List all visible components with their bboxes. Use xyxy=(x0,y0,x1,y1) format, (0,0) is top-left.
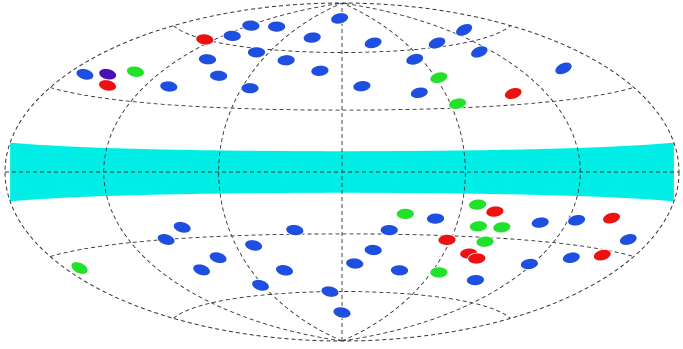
source-marker-blue xyxy=(172,221,192,234)
source-marker-blue xyxy=(466,274,485,287)
source-marker-blue xyxy=(345,257,365,270)
source-marker-blue xyxy=(75,68,95,81)
source-marker-red xyxy=(602,211,621,225)
source-marker-green xyxy=(492,221,512,234)
source-marker-blue xyxy=(332,306,352,319)
source-marker-blue xyxy=(562,251,581,264)
source-marker-green xyxy=(126,65,145,78)
source-marker-blue xyxy=(302,31,322,44)
source-marker-blue xyxy=(379,224,399,237)
source-marker-green xyxy=(70,261,89,275)
source-marker-blue xyxy=(530,216,550,229)
source-marker-blue xyxy=(427,36,447,50)
source-marker-blue xyxy=(352,80,372,93)
source-marker-blue xyxy=(241,19,261,32)
source-marker-blue xyxy=(192,263,211,277)
source-marker-green xyxy=(429,266,449,279)
source-marker-blue xyxy=(426,212,445,225)
source-marker-blue xyxy=(267,20,286,33)
meridian-line xyxy=(218,3,343,341)
source-marker-blue xyxy=(470,45,489,59)
source-marker-blue xyxy=(156,233,176,246)
source-marker-blue xyxy=(520,258,539,270)
source-marker-red xyxy=(467,252,487,265)
source-marker-blue xyxy=(320,285,340,298)
source-marker-blue xyxy=(310,64,330,77)
source-marker-red xyxy=(437,233,457,246)
source-marker-green xyxy=(448,97,467,110)
source-marker-blue xyxy=(330,12,349,25)
source-marker-blue xyxy=(159,80,179,93)
source-marker-blue xyxy=(209,69,228,82)
source-marker-blue xyxy=(222,29,242,42)
source-marker-red xyxy=(504,87,523,100)
source-marker-blue xyxy=(275,264,294,277)
source-marker-blue xyxy=(363,244,383,256)
source-marker-violet xyxy=(98,68,117,81)
source-marker-blue xyxy=(554,61,573,76)
source-marker-blue xyxy=(390,264,409,277)
source-marker-blue xyxy=(567,214,586,227)
source-marker-blue xyxy=(240,82,260,95)
source-marker-red xyxy=(195,33,215,46)
source-marker-green xyxy=(468,198,487,211)
source-marker-blue xyxy=(251,279,270,292)
source-marker-blue xyxy=(276,54,296,67)
source-marker-blue xyxy=(405,53,424,66)
source-marker-blue xyxy=(410,86,429,99)
source-marker-blue xyxy=(247,46,266,59)
source-markers xyxy=(70,12,638,319)
source-marker-green xyxy=(395,207,415,220)
map-boundary xyxy=(4,2,680,342)
meridian-line xyxy=(341,3,466,341)
source-marker-blue xyxy=(198,53,217,66)
source-marker-blue xyxy=(244,239,263,252)
parallel-line xyxy=(49,87,635,111)
source-marker-red xyxy=(98,79,117,92)
parallel-line xyxy=(173,25,511,53)
source-marker-green xyxy=(469,220,488,233)
parallel-line xyxy=(49,233,635,257)
source-marker-blue xyxy=(208,251,228,264)
source-marker-blue xyxy=(285,224,305,237)
parallel-line xyxy=(173,291,511,319)
source-marker-red xyxy=(593,248,612,262)
source-marker-green xyxy=(429,71,449,84)
source-marker-blue xyxy=(363,36,383,50)
source-marker-blue xyxy=(455,23,473,37)
source-marker-red xyxy=(485,205,505,218)
source-marker-green xyxy=(475,235,495,248)
source-marker-blue xyxy=(619,233,638,246)
